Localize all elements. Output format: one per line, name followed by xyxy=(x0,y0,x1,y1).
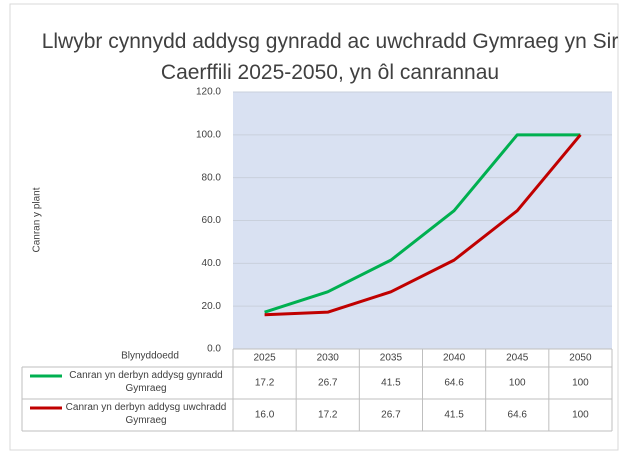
legend-label: Canran yn derbyn addysg gynradd Gymraeg xyxy=(69,370,223,394)
data-label: 100 xyxy=(572,378,589,389)
legend-box: Canran yn derbyn addysg gynradd Gymraeg xyxy=(69,370,223,394)
x-tick-label: 2035 xyxy=(380,353,403,364)
data-label: 64.6 xyxy=(508,410,528,421)
x-axis-label: Blynyddoedd xyxy=(121,351,179,362)
y-axis-label: Canran y plant xyxy=(32,187,43,252)
x-tick-label: 2045 xyxy=(506,353,529,364)
y-tick-label: 80.0 xyxy=(202,172,222,183)
y-tick-label: 20.0 xyxy=(202,301,222,312)
data-label: 41.5 xyxy=(444,410,464,421)
data-label: 100 xyxy=(509,378,526,389)
data-label: 64.6 xyxy=(444,378,464,389)
x-tick-label: 2050 xyxy=(569,353,592,364)
x-tick-label: 2025 xyxy=(253,353,276,364)
y-tick-label: 40.0 xyxy=(202,258,222,269)
title-box: Llwybr cynnydd addysg gynradd ac uwchrad… xyxy=(41,30,619,84)
x-tick-label: 2040 xyxy=(443,353,466,364)
series-line xyxy=(264,133,581,314)
y-tick-label: 100.0 xyxy=(196,129,221,140)
data-label: 26.7 xyxy=(381,410,401,421)
y-tick-label: 120.0 xyxy=(196,87,221,98)
legend-label: Canran yn derbyn addysg uwchradd Gymraeg xyxy=(65,402,227,426)
y-tick-label: 0.0 xyxy=(207,344,221,355)
y-tick-label: 60.0 xyxy=(202,215,222,226)
chart-title: Llwybr cynnydd addysg gynradd ac uwchrad… xyxy=(41,30,619,84)
data-label: 17.2 xyxy=(255,378,275,389)
data-label: 26.7 xyxy=(318,378,338,389)
data-label: 41.5 xyxy=(381,378,401,389)
data-label: 16.0 xyxy=(255,410,275,421)
x-tick-label: 2030 xyxy=(317,353,340,364)
series-line xyxy=(264,133,582,317)
data-label: 17.2 xyxy=(318,410,338,421)
data-label: 100 xyxy=(572,410,589,421)
legend-box: Canran yn derbyn addysg uwchradd Gymraeg xyxy=(65,402,227,426)
